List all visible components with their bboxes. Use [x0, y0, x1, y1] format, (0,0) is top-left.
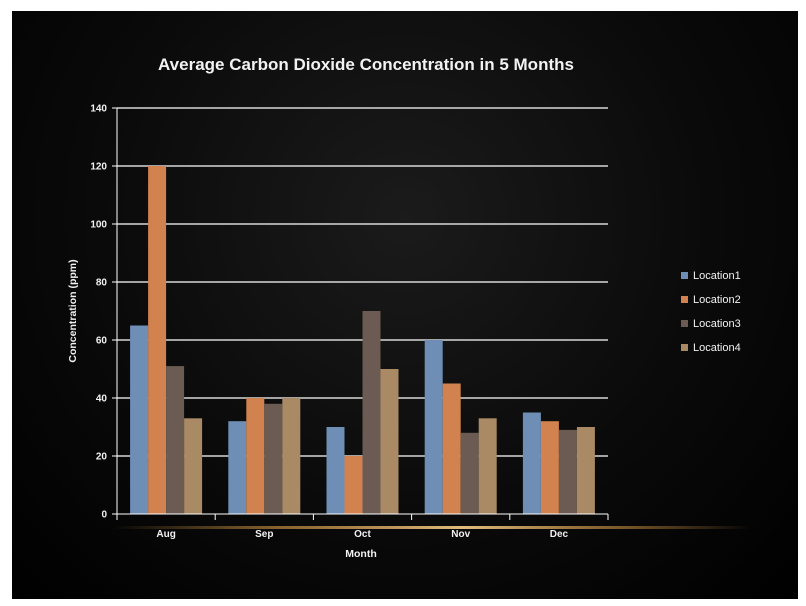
bar-location2-aug [148, 166, 167, 514]
y-tick-label: 20 [96, 452, 108, 463]
legend-label: Location1 [693, 270, 741, 282]
glow-line [112, 526, 752, 529]
y-tick-label: 140 [90, 104, 107, 115]
y-axis-title: Concentration (ppm) [67, 259, 79, 362]
y-tick-label: 0 [101, 510, 107, 521]
bar-location3-sep [264, 403, 283, 514]
legend: Location1 Location2 Location3 Location4 [681, 270, 741, 354]
bar-location1-dec [522, 412, 541, 514]
axes [116, 108, 608, 515]
bar-location3-nov [460, 432, 479, 514]
x-tick-label: Nov [451, 529, 470, 540]
chart-slide: Average Carbon Dioxide Concentration in … [12, 11, 798, 599]
bar-location4-sep [282, 398, 301, 514]
y-tick-label: 80 [96, 278, 108, 289]
bar-location4-aug [184, 418, 203, 514]
x-tick-label: Aug [156, 529, 175, 540]
x-axis-ticks: Aug Sep Oct Nov Dec [116, 514, 609, 540]
bar-location3-aug [166, 366, 185, 514]
chart-title: Average Carbon Dioxide Concentration in … [158, 55, 574, 74]
bar-location2-nov [442, 383, 461, 514]
x-tick-label: Oct [354, 529, 371, 540]
legend-swatch [681, 296, 688, 303]
legend-label: Location3 [693, 318, 741, 330]
legend-label: Location2 [693, 294, 741, 306]
bar-location2-oct [344, 456, 363, 514]
bar-location3-oct [362, 311, 381, 514]
bar-location1-aug [130, 325, 149, 514]
bar-location4-dec [576, 427, 595, 514]
y-tick-label: 120 [90, 162, 107, 173]
bar-location4-oct [380, 369, 399, 514]
legend-label: Location4 [693, 342, 741, 354]
bar-location2-sep [246, 398, 265, 514]
x-axis-title: Month [345, 548, 377, 560]
y-tick-label: 100 [90, 220, 107, 231]
legend-swatch [681, 344, 688, 351]
bar-location3-dec [558, 429, 577, 514]
y-axis-ticks: 0 20 40 60 80 100 120 140 [90, 104, 117, 521]
bar-location1-oct [326, 427, 345, 514]
bars [130, 166, 595, 514]
bar-location1-sep [228, 421, 247, 514]
x-tick-label: Sep [255, 529, 273, 540]
bar-location2-dec [540, 421, 559, 514]
legend-swatch [681, 272, 688, 279]
y-tick-label: 60 [96, 336, 108, 347]
bar-location4-nov [478, 418, 497, 514]
bar-chart: Average Carbon Dioxide Concentration in … [67, 55, 752, 560]
y-tick-label: 40 [96, 394, 108, 405]
bar-location1-nov [424, 340, 443, 514]
x-tick-label: Dec [550, 529, 569, 540]
legend-swatch [681, 320, 688, 327]
